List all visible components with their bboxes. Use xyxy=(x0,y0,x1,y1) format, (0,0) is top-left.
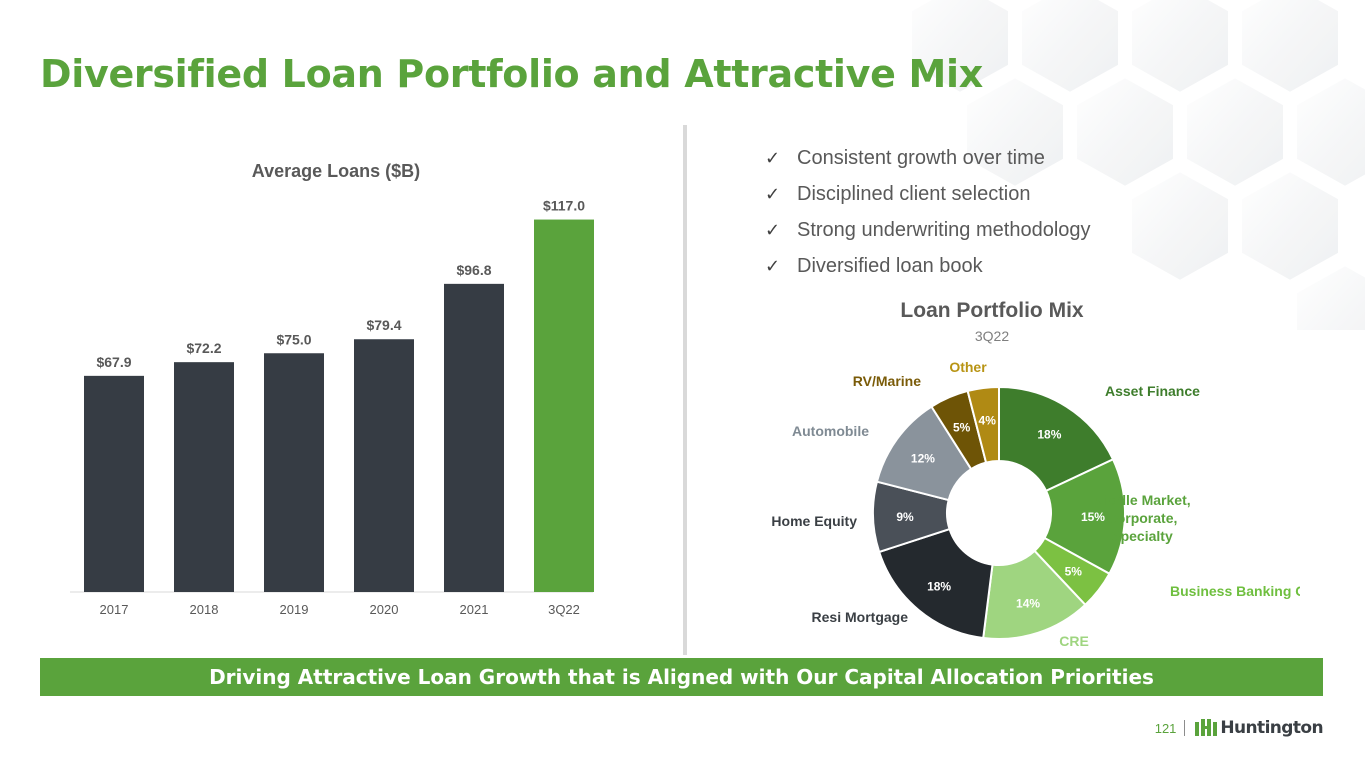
slice-percent-label: 5% xyxy=(953,421,971,435)
donut-slice xyxy=(877,527,994,640)
page-title: Diversified Loan Portfolio and Attractiv… xyxy=(40,52,983,96)
donut-chart-title: Loan Portfolio Mix xyxy=(900,299,1083,322)
bar-data-label: $117.0 xyxy=(543,198,585,214)
donut-slice xyxy=(998,385,1115,493)
slice-percent-label: 9% xyxy=(896,510,914,524)
slice-percent-label: 12% xyxy=(911,452,935,466)
slice-category-label: Middle Market, Corporate, Specialty xyxy=(1093,492,1190,544)
slice-category-label: Automobile xyxy=(792,423,869,439)
huntington-logo-text: Huntington xyxy=(1220,718,1323,738)
donut-slice xyxy=(966,385,1000,464)
slice-percent-label: 18% xyxy=(1037,428,1061,442)
bar xyxy=(534,219,594,593)
bullet-text: Consistent growth over time xyxy=(797,147,1045,169)
hexagon-pattern-background xyxy=(908,0,1365,330)
slice-percent-label: 5% xyxy=(1065,565,1083,579)
slice-category-label: RV/Marine xyxy=(853,373,921,389)
bullet-item: ✓ Disciplined client selection xyxy=(765,178,1091,214)
x-tick-label: 2018 xyxy=(190,602,219,617)
x-tick-label: 3Q22 xyxy=(548,602,580,617)
x-tick-label: 2020 xyxy=(370,602,399,617)
bar-chart-title: Average Loans ($B) xyxy=(252,161,420,181)
bullet-text: Strong underwriting methodology xyxy=(797,219,1091,241)
vertical-divider xyxy=(683,125,687,655)
bar-data-label: $67.9 xyxy=(96,354,131,370)
bullet-item: ✓ Consistent growth over time xyxy=(765,142,1091,178)
huntington-logo-icon xyxy=(1195,719,1218,736)
slice-category-label: CRE xyxy=(1059,633,1089,649)
x-tick-label: 2019 xyxy=(280,602,309,617)
bar xyxy=(444,283,504,592)
bar xyxy=(354,339,414,592)
page-footer: 121 Huntington xyxy=(1154,716,1324,740)
loan-portfolio-mix-donut-chart: Loan Portfolio Mix 3Q22 18% Asset Finance… xyxy=(771,299,1300,649)
x-tick-label: 2017 xyxy=(100,602,129,617)
footer-separator xyxy=(1184,720,1186,736)
bullet-text: Disciplined client selection xyxy=(797,183,1031,205)
bar xyxy=(174,362,234,592)
x-tick-label: 2021 xyxy=(460,602,489,617)
bullet-text: Diversified loan book xyxy=(797,255,983,277)
bar-data-label: $75.0 xyxy=(276,331,311,347)
bar-data-label: $72.2 xyxy=(186,340,221,356)
check-icon: ✓ xyxy=(765,220,781,240)
check-icon: ✓ xyxy=(765,148,781,168)
check-icon: ✓ xyxy=(765,184,781,204)
slice-percent-label: 18% xyxy=(927,579,951,593)
average-loans-bar-chart: Average Loans ($B) $67.9 2017 $72.2 2018 $75… xyxy=(70,161,594,617)
bar xyxy=(84,375,144,592)
bar-data-label: $96.8 xyxy=(456,262,491,278)
page-number: 121 xyxy=(1154,720,1177,736)
slice-category-label: Home Equity xyxy=(771,513,857,529)
slice-category-label: Other xyxy=(949,359,987,375)
key-message-banner: Driving Attractive Loan Growth that is A… xyxy=(40,658,1323,696)
check-icon: ✓ xyxy=(765,256,781,276)
slice-percent-label: 4% xyxy=(979,414,997,428)
bullet-item: ✓ Diversified loan book xyxy=(765,250,1091,286)
slice-category-label: Business Banking C&I xyxy=(1170,583,1300,599)
slice-category-label: Asset Finance xyxy=(1105,383,1200,399)
slice-percent-label: 15% xyxy=(1081,510,1105,524)
slice-category-label: Resi Mortgage xyxy=(812,609,909,625)
bar xyxy=(264,353,324,592)
bullet-item: ✓ Strong underwriting methodology xyxy=(765,214,1091,250)
bar-data-label: $79.4 xyxy=(366,317,401,333)
slice-percent-label: 14% xyxy=(1016,596,1040,610)
key-points-list: ✓ Consistent growth over time ✓ Discipline… xyxy=(765,142,1091,286)
donut-chart-subtitle: 3Q22 xyxy=(975,328,1009,344)
